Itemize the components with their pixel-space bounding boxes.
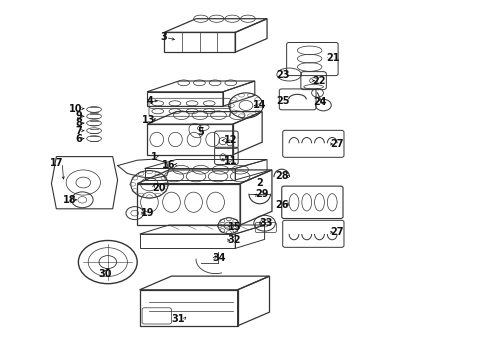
Text: 1: 1 — [150, 152, 157, 162]
Text: 27: 27 — [330, 139, 343, 149]
Text: 6: 6 — [75, 134, 82, 144]
Text: 5: 5 — [197, 127, 204, 138]
Text: 4: 4 — [147, 96, 153, 106]
Text: 15: 15 — [228, 222, 242, 232]
Text: 8: 8 — [75, 118, 82, 128]
Text: 12: 12 — [224, 135, 238, 145]
Text: 21: 21 — [326, 53, 340, 63]
Text: 18: 18 — [63, 195, 76, 205]
Text: 26: 26 — [275, 200, 289, 210]
Text: 23: 23 — [276, 69, 290, 80]
Text: 9: 9 — [75, 111, 82, 121]
Text: 20: 20 — [152, 183, 166, 193]
Text: 33: 33 — [260, 218, 273, 228]
Text: 22: 22 — [312, 76, 326, 86]
Text: 3: 3 — [160, 32, 167, 42]
Text: 2: 2 — [256, 177, 263, 188]
Text: 10: 10 — [69, 104, 82, 114]
Text: 24: 24 — [314, 96, 327, 107]
Text: 32: 32 — [228, 235, 242, 245]
Text: 14: 14 — [253, 100, 267, 111]
Text: 16: 16 — [162, 159, 175, 170]
Text: 13: 13 — [142, 114, 156, 125]
Text: 30: 30 — [98, 269, 112, 279]
Text: 34: 34 — [213, 253, 226, 263]
Text: 25: 25 — [276, 96, 290, 106]
Text: 28: 28 — [275, 171, 289, 181]
Text: 27: 27 — [330, 227, 343, 237]
Text: 17: 17 — [50, 158, 64, 168]
Text: 11: 11 — [224, 156, 238, 166]
Text: 29: 29 — [255, 189, 269, 199]
Text: 19: 19 — [141, 208, 155, 218]
Text: 7: 7 — [75, 126, 82, 136]
Text: 31: 31 — [172, 314, 185, 324]
